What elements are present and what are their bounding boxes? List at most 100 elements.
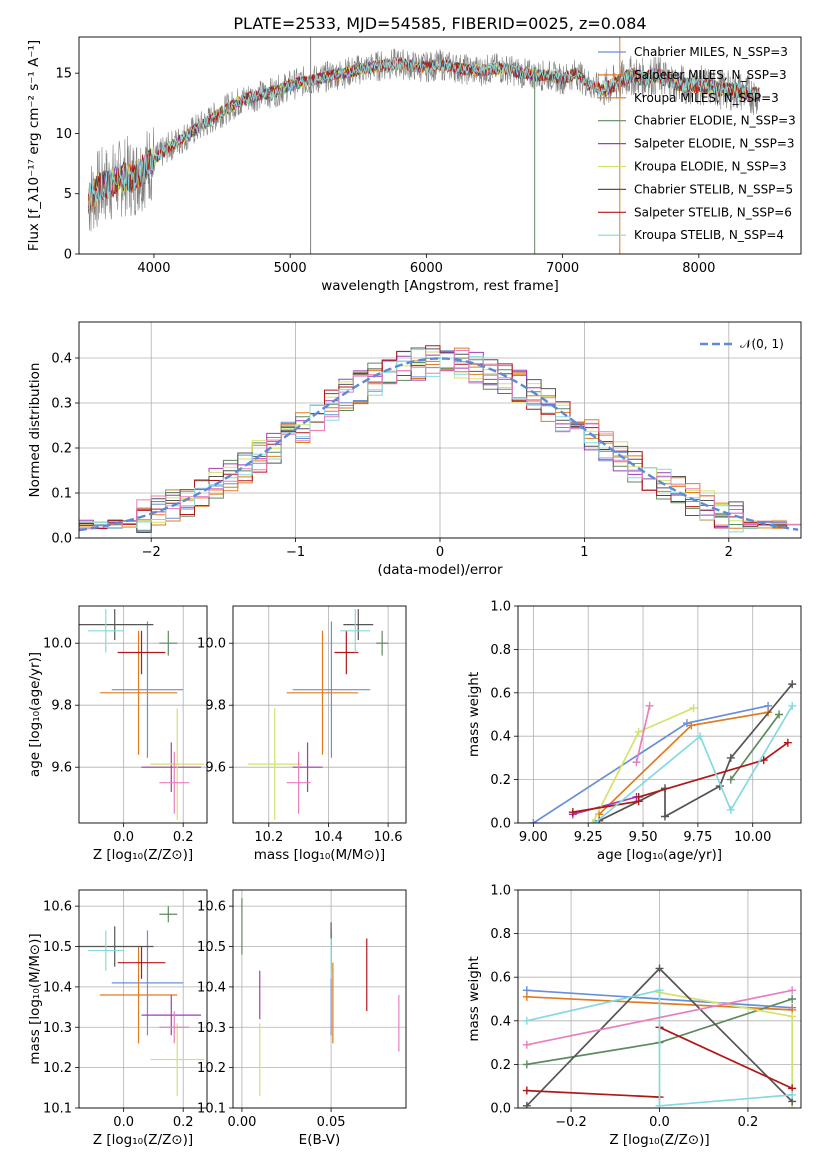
legend-label: Salpeter ELODIE, N_SSP=3	[634, 137, 795, 151]
weight-marker-salpeter-stelib	[783, 738, 792, 747]
x-tick-label: 8000	[682, 261, 715, 276]
axes-frame	[232, 605, 407, 824]
weight-line-kroupa-stelib	[526, 989, 793, 1107]
y-tick-label: 10.0	[43, 637, 72, 652]
plot-area	[522, 964, 797, 1108]
weight-marker-extra-pink	[632, 758, 641, 767]
weight-line-salpeter-stelib	[659, 1026, 793, 1090]
weight-marker-kroupa-stelib	[696, 732, 705, 741]
x-tick-label: 0.0	[649, 1115, 670, 1130]
y-tick-label: 10.4	[43, 980, 72, 995]
x-tick-label: 2	[725, 545, 733, 560]
histogram-step	[79, 349, 801, 533]
x-tick-label: 9.50	[629, 830, 658, 845]
x-tick-label: 10.4	[314, 830, 343, 845]
legend-label: Chabrier ELODIE, N_SSP=3	[634, 114, 796, 128]
model-kroupa-stelib	[88, 58, 760, 210]
axes-frame	[232, 889, 407, 1109]
x-tick-label: 0.05	[317, 1115, 346, 1130]
model-salpeter-stelib	[88, 58, 760, 207]
y-tick-label: 10.3	[197, 1021, 226, 1036]
weight-line-chabrier-stelib	[598, 683, 793, 822]
weight-line-kroupa-elodie	[659, 991, 794, 1108]
weight-marker-chabrier-stelib	[788, 680, 797, 689]
weight-line-extra-pink	[526, 989, 793, 1046]
weight-marker-chabrier-stelib	[660, 812, 669, 821]
y-tick-label: 0.4	[490, 1014, 511, 1029]
y-tick-label: 0	[64, 248, 72, 263]
plot-area	[79, 609, 205, 820]
y-axis-label: Normed distribution	[27, 363, 43, 498]
spectrum-panel: 4000 5000 6000 7000 8000 0 5 10 15 wavelength [An…	[26, 36, 802, 294]
legend-label: 𝒩(0, 1)	[740, 337, 784, 351]
x-axis-label: wavelength [Angstrom, rest frame]	[321, 278, 559, 294]
y-axis-label: Flux [f_λ10⁻¹⁷ erg cm⁻² s⁻¹ A⁻¹]	[26, 40, 42, 251]
weight-line-extra-pink	[635, 705, 651, 763]
gaussian-curve	[79, 357, 799, 532]
x-tick-label: 10.2	[254, 830, 283, 845]
legend-label: Chabrier STELIB, N_SSP=5	[634, 182, 793, 196]
weight-marker-kroupa-stelib	[522, 1016, 531, 1025]
weight-marker-salpeter-miles	[522, 992, 531, 1001]
weight-marker-kroupa-elodie	[689, 703, 698, 712]
mass-vs-ebv-panel: 0.00 0.05 10.1 10.2 10.3 10.4 10.5 10.6 E(B-V)	[197, 889, 407, 1148]
y-tick-label: 0.4	[51, 352, 72, 367]
y-tick-label: 9.6	[205, 761, 226, 776]
y-tick-label: 0.2	[490, 1058, 511, 1073]
plot-area	[79, 345, 801, 533]
weight-marker-extra-pink	[788, 986, 797, 995]
x-axis-label: E(B-V)	[299, 1132, 341, 1148]
plot-area	[88, 37, 761, 254]
x-tick-label: 5000	[274, 261, 307, 276]
mass-weight-vs-metallicity-panel: −0.2 0.0 0.2 0.0 0.2 0.4 0.6 0.8 1.0 Z [log₁₀(Z/Z…	[466, 884, 802, 1148]
weight-marker-kroupa-elodie	[634, 727, 643, 736]
figure-title: PLATE=2533, MJD=54585, FIBERID=0025, z=0…	[233, 14, 646, 33]
age-vs-mass-panel: 10.2 10.4 10.6 9.6 9.8 10.0 mass [log₁₀(M/M⊙)]	[197, 605, 407, 863]
weight-marker-salpeter-stelib	[634, 792, 643, 801]
x-axis-label: (data-model)/error	[377, 562, 503, 578]
plot-area	[79, 906, 205, 1096]
weight-marker-chabrier-elodie	[522, 1060, 531, 1069]
y-axis-label: mass weight	[466, 956, 482, 1041]
y-tick-label: 10.5	[197, 940, 226, 955]
weight-marker-chabrier-elodie	[726, 775, 735, 784]
weight-marker-chabrier-elodie	[775, 710, 784, 719]
y-tick-label: 1.0	[490, 600, 511, 615]
mass-vs-metallicity-panel: 0.0 0.2 10.1 10.2 10.3 10.4 10.5 10.6 Z [log₁₀(Z…	[27, 889, 208, 1148]
axes-frame	[78, 605, 208, 824]
weight-marker-kroupa-stelib	[788, 701, 797, 710]
y-tick-label: 10.5	[43, 940, 72, 955]
y-tick-label: 10.1	[43, 1102, 72, 1117]
x-axis-label: Z [log₁₀(Z/Z⊙)]	[93, 847, 193, 863]
x-axis-label: Z [log₁₀(Z/Z⊙)]	[93, 1132, 193, 1148]
y-tick-label: 0.3	[51, 397, 72, 412]
weight-marker-kroupa-elodie	[788, 1012, 797, 1021]
weight-marker-kroupa-stelib	[788, 1090, 797, 1099]
weight-marker-chabrier-elodie	[788, 995, 797, 1003]
x-tick-label: 1	[580, 545, 588, 560]
x-axis-label: Z [log₁₀(Z/Z⊙)]	[609, 1132, 709, 1148]
y-tick-label: 0.0	[490, 1102, 511, 1117]
weight-marker-kroupa-stelib	[590, 819, 599, 823]
x-tick-label: 0.0	[113, 1115, 134, 1130]
x-tick-label: 0.2	[173, 830, 194, 845]
axes-frame	[78, 889, 208, 1109]
weight-marker-chabrier-stelib	[726, 753, 735, 762]
residual-histogram-panel: −2 −1 0 1 2 0.0 0.1 0.2 0.3 0.4 (data-model)/error…	[27, 321, 802, 578]
x-tick-label: 0.00	[227, 1115, 256, 1130]
y-tick-label: 0.0	[490, 817, 511, 832]
legend-label: Chabrier MILES, N_SSP=3	[634, 45, 788, 59]
y-tick-label: 10.1	[197, 1102, 226, 1117]
weight-marker-salpeter-stelib	[568, 808, 577, 817]
y-axis-label: age [log₁₀(age/yr)]	[27, 652, 43, 777]
weight-marker-kroupa-stelib	[655, 1101, 664, 1108]
weight-marker-chabrier-miles	[682, 719, 691, 728]
histogram-step	[79, 350, 801, 530]
y-tick-label: 10	[55, 127, 72, 142]
y-tick-label: 9.6	[51, 761, 72, 776]
y-tick-label: 0.0	[51, 532, 72, 547]
plot-area	[241, 898, 400, 1096]
y-tick-label: 10.6	[197, 900, 226, 915]
y-tick-label: 15	[55, 67, 72, 82]
